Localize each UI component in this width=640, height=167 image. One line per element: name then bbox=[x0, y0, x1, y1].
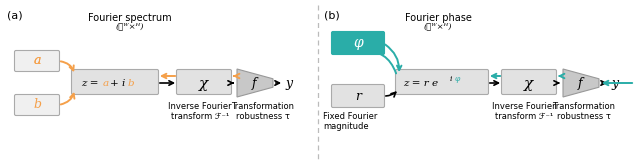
Text: χ: χ bbox=[200, 77, 209, 91]
Polygon shape bbox=[237, 69, 273, 97]
Text: Fourier spectrum: Fourier spectrum bbox=[88, 13, 172, 23]
Polygon shape bbox=[563, 69, 599, 97]
FancyBboxPatch shape bbox=[396, 69, 488, 95]
Text: + i: + i bbox=[110, 79, 125, 89]
FancyBboxPatch shape bbox=[177, 69, 232, 95]
Text: f: f bbox=[252, 77, 256, 91]
FancyBboxPatch shape bbox=[332, 85, 385, 108]
Text: Inverse Fourier
transform ℱ⁻¹: Inverse Fourier transform ℱ⁻¹ bbox=[168, 102, 232, 121]
Text: z =: z = bbox=[81, 79, 99, 89]
Text: b: b bbox=[33, 99, 41, 112]
Text: Fourier phase: Fourier phase bbox=[404, 13, 472, 23]
Text: (ℂᵂ×ᴴ): (ℂᵂ×ᴴ) bbox=[116, 22, 144, 30]
FancyBboxPatch shape bbox=[72, 69, 159, 95]
Text: Fixed Fourier
magnitude: Fixed Fourier magnitude bbox=[323, 112, 378, 131]
Text: f: f bbox=[578, 77, 582, 91]
Text: (a): (a) bbox=[7, 10, 22, 20]
Text: z = r e: z = r e bbox=[403, 79, 438, 89]
FancyBboxPatch shape bbox=[15, 95, 60, 116]
Text: (ℝᵂ×ᴴ): (ℝᵂ×ᴴ) bbox=[424, 22, 452, 30]
Text: b: b bbox=[128, 79, 134, 89]
Text: i: i bbox=[450, 75, 452, 83]
Text: Inverse Fourier
transform ℱ⁻¹: Inverse Fourier transform ℱ⁻¹ bbox=[492, 102, 556, 121]
Text: Transformation
robustness τ: Transformation robustness τ bbox=[552, 102, 616, 121]
Text: φ: φ bbox=[353, 36, 363, 50]
Text: χ: χ bbox=[524, 77, 534, 91]
Text: a: a bbox=[33, 54, 41, 67]
FancyBboxPatch shape bbox=[332, 32, 385, 54]
Text: (b): (b) bbox=[324, 10, 340, 20]
FancyBboxPatch shape bbox=[15, 50, 60, 71]
Text: r: r bbox=[355, 90, 361, 103]
Text: y: y bbox=[285, 77, 292, 91]
Text: a: a bbox=[103, 79, 109, 89]
Text: Transformation
robustness τ: Transformation robustness τ bbox=[232, 102, 294, 121]
Text: a: a bbox=[33, 54, 41, 67]
Text: y: y bbox=[611, 77, 618, 91]
Text: φ: φ bbox=[455, 75, 460, 83]
FancyBboxPatch shape bbox=[502, 69, 557, 95]
